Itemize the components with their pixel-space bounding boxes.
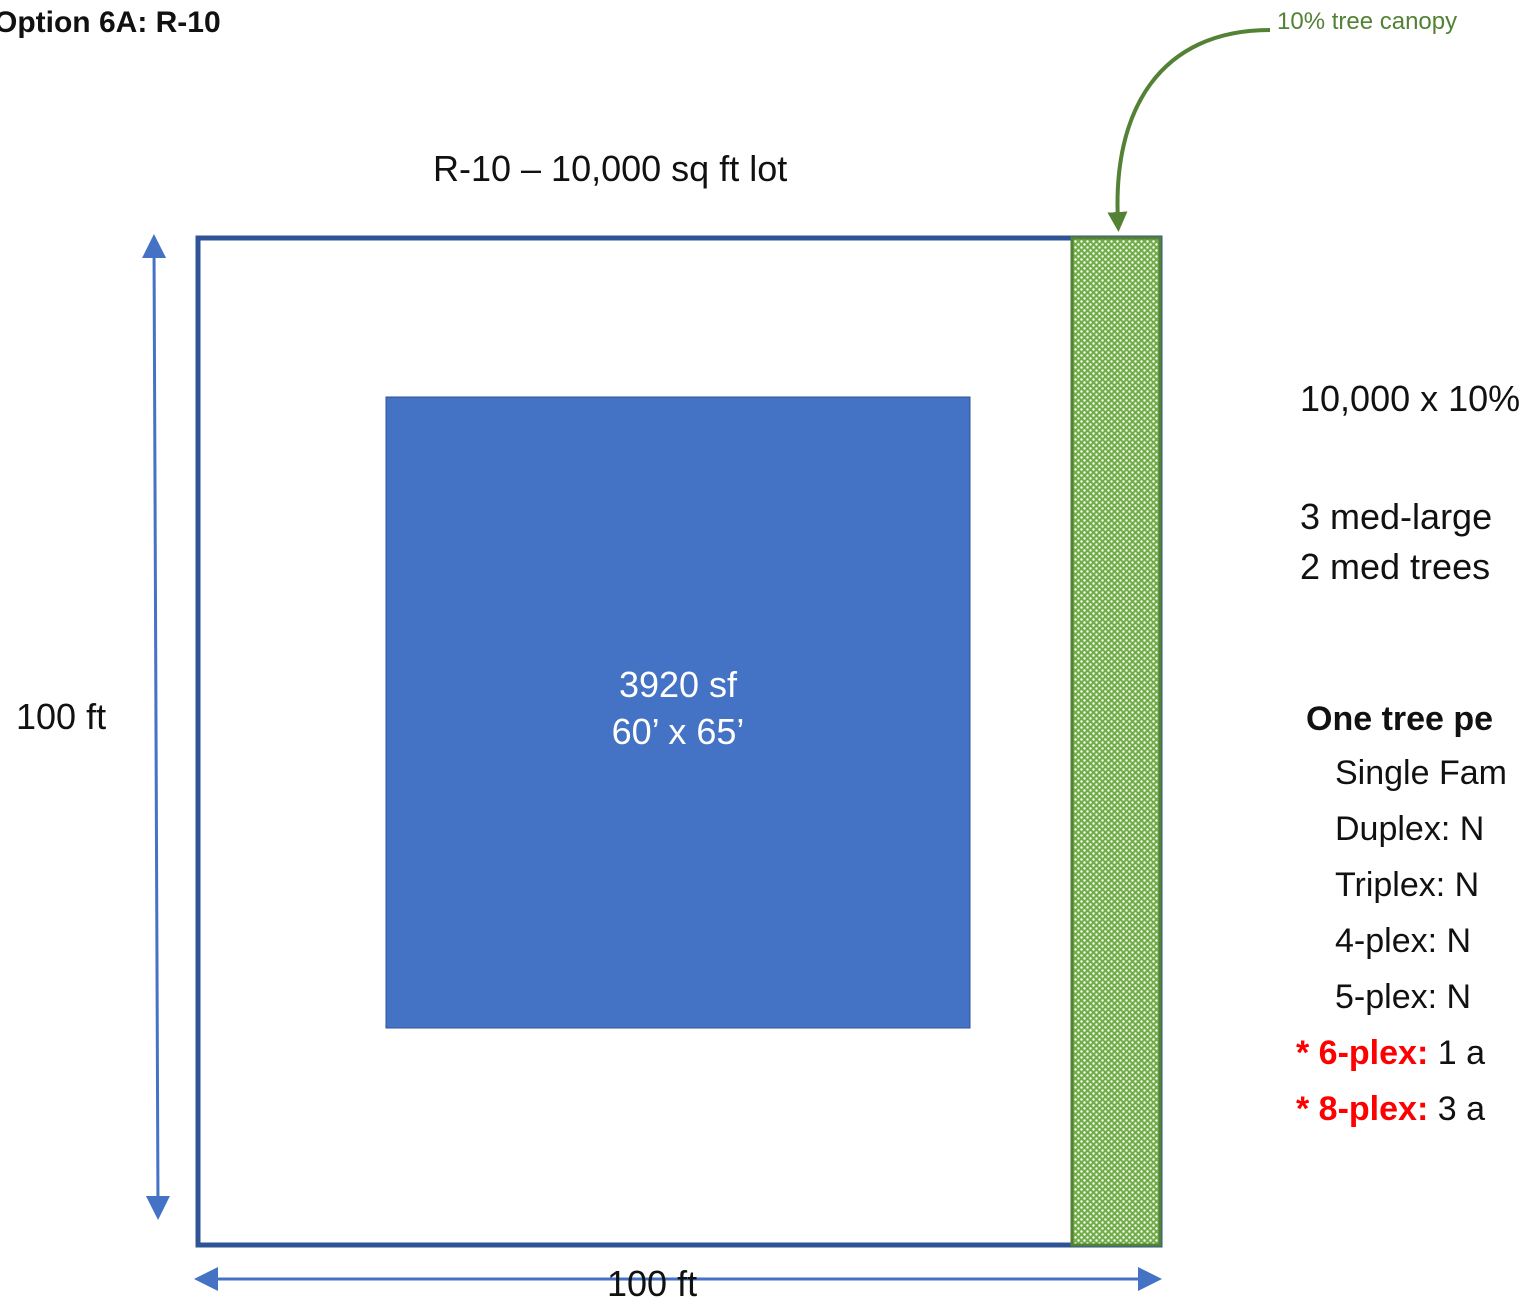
- tree-rule-heading: One tree pe: [1306, 700, 1494, 738]
- highlighted-housing-item: * 6-plex: 1 a: [1296, 1034, 1485, 1073]
- highlight-text: 3 a: [1428, 1090, 1485, 1128]
- lot-label: R-10 – 10,000 sq ft lot: [433, 148, 788, 189]
- housing-type-item: 4-plex: N: [1335, 922, 1472, 960]
- canopy-callout-arrow: [1107, 28, 1271, 232]
- highlight-prefix: * 8-plex:: [1296, 1090, 1429, 1128]
- housing-type-item: Single Fam: [1335, 754, 1507, 792]
- canopy-callout-label: 10% tree canopy: [1277, 8, 1458, 35]
- housing-type-item: Triplex: N: [1335, 866, 1480, 904]
- housing-type-item: Duplex: N: [1335, 810, 1485, 848]
- tree-canopy-strip: [1070, 236, 1162, 1247]
- side-dimension-label: 100 ft: [16, 696, 107, 737]
- housing-type-item: 5-plex: N: [1335, 978, 1472, 1016]
- tree-count-line: 2 med trees: [1300, 546, 1491, 587]
- canopy-calculation: 10,000 x 10%: [1300, 378, 1521, 419]
- vertical-dimension-arrow: [142, 234, 170, 1220]
- highlight-text: 1 a: [1428, 1034, 1485, 1072]
- building-area-label: 3920 sf: [618, 664, 738, 705]
- tree-count-line: 3 med-large: [1300, 496, 1493, 537]
- building-dimensions-label: 60’ x 65’: [611, 711, 745, 752]
- page-title: Option 6A: R-10: [0, 6, 221, 39]
- highlighted-housing-item: * 8-plex: 3 a: [1296, 1090, 1485, 1129]
- bottom-dimension-label: 100 ft: [607, 1263, 698, 1304]
- highlight-prefix: * 6-plex:: [1296, 1034, 1429, 1072]
- building-footprint: [385, 396, 971, 1029]
